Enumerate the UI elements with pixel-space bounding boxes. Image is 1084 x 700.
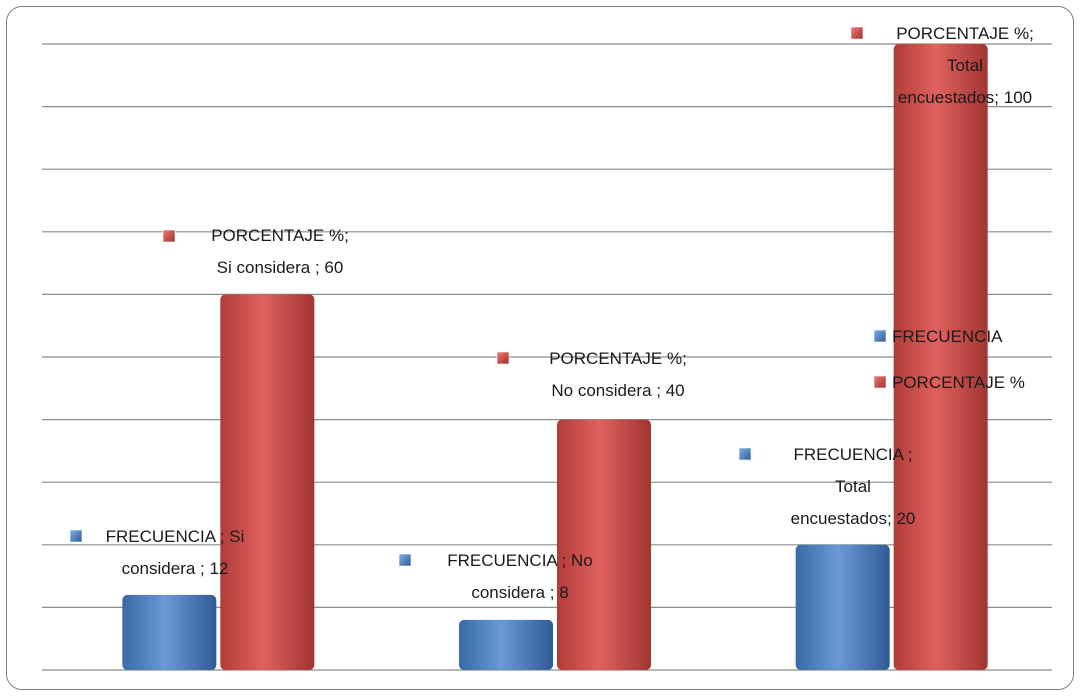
data-labels: FRECUENCIA ; Si considera ; 12 FRECUENCIA … — [69, 24, 1034, 602]
legend-entry: FRECUENCIA — [892, 327, 1003, 346]
data-label: Si considera ; 60 — [217, 258, 344, 277]
data-label: considera ; 8 — [471, 583, 568, 602]
legend-entry: PORCENTAJE % — [892, 373, 1025, 392]
data-label-marker — [162, 229, 176, 243]
data-label: FRECUENCIA ; No — [447, 551, 592, 570]
bar-frecuencia-no-considera — [459, 619, 553, 670]
bar-porcentaje-si-considera — [220, 294, 315, 670]
data-label: Total — [835, 477, 871, 496]
data-label: No considera ; 40 — [551, 381, 684, 400]
data-label-marker — [738, 447, 752, 461]
data-label: FRECUENCIA ; — [793, 445, 912, 464]
bar-porcentaje-total-encuestados — [893, 44, 988, 670]
data-label-marker — [69, 529, 83, 543]
data-label-marker — [398, 553, 412, 567]
legend-marker — [873, 375, 887, 389]
data-label: PORCENTAJE %; — [896, 24, 1034, 43]
bars — [122, 44, 988, 670]
bar-frecuencia-total-encuestados — [795, 544, 890, 670]
data-label: encuestados; 100 — [898, 88, 1032, 107]
bar-frecuencia-si-considera — [122, 594, 217, 670]
data-label: Total — [947, 56, 983, 75]
legend: FRECUENCIA PORCENTAJE % — [873, 327, 1025, 392]
data-label: PORCENTAJE %; — [211, 226, 349, 245]
data-label: considera ; 12 — [122, 559, 229, 578]
legend-marker — [873, 329, 887, 343]
data-label-marker — [496, 351, 510, 365]
bar-porcentaje-no-considera — [557, 419, 651, 670]
data-label-marker — [850, 26, 864, 40]
data-label: encuestados; 20 — [791, 509, 916, 528]
data-label: PORCENTAJE %; — [549, 349, 687, 368]
data-label: FRECUENCIA ; Si — [106, 527, 245, 546]
